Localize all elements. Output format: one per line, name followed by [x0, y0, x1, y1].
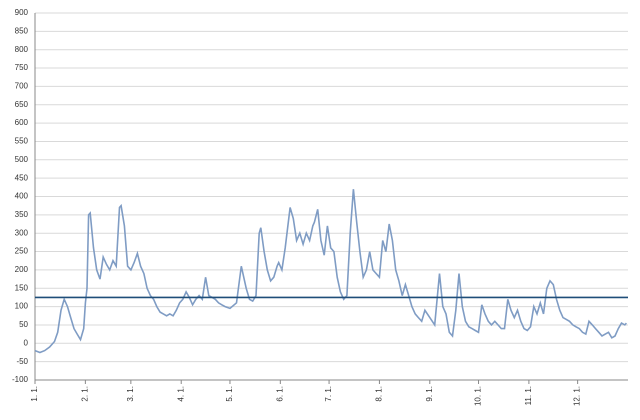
- y-tick-label: 100: [15, 302, 29, 311]
- x-tick-label: 11. 1.: [524, 386, 533, 405]
- y-tick-label: 750: [15, 63, 29, 72]
- x-tick-label: 3. 1.: [126, 386, 135, 402]
- x-tick-label: 12. 1.: [573, 386, 582, 406]
- y-tick-label: 450: [15, 173, 29, 182]
- y-tick-label: 250: [15, 247, 29, 256]
- x-tick-label: 7. 1.: [324, 386, 333, 402]
- y-tick-label: 650: [15, 100, 29, 109]
- data-line: [34, 189, 627, 354]
- y-tick-label: 900: [15, 8, 29, 17]
- y-tick-label: -100: [12, 375, 29, 384]
- y-tick-label: -50: [16, 357, 28, 366]
- x-tick-label: 6. 1.: [275, 386, 284, 402]
- y-tick-label: 200: [15, 265, 29, 274]
- y-tick-label: 150: [15, 283, 29, 292]
- y-tick-label: 700: [15, 82, 29, 91]
- y-tick-label: 800: [15, 45, 29, 54]
- y-tick-label: 500: [15, 155, 29, 164]
- y-tick-label: 300: [15, 228, 29, 237]
- x-tick-label: 5. 1.: [225, 386, 234, 402]
- x-tick-label: 2. 1.: [80, 386, 89, 402]
- x-tick-label: 4. 1.: [176, 386, 185, 402]
- y-tick-label: 0: [24, 338, 29, 347]
- y-tick-label: 850: [15, 26, 29, 35]
- x-tick-label: 10. 1.: [474, 386, 483, 406]
- x-tick-label: 9. 1.: [425, 386, 434, 402]
- y-tick-label: 550: [15, 137, 29, 146]
- y-tick-label: 400: [15, 192, 29, 201]
- y-tick-label: 350: [15, 210, 29, 219]
- x-tick-label: 1. 1.: [30, 386, 39, 402]
- y-tick-label: 600: [15, 118, 29, 127]
- y-tick-label: 50: [19, 320, 28, 329]
- x-tick-label: 8. 1.: [375, 386, 384, 402]
